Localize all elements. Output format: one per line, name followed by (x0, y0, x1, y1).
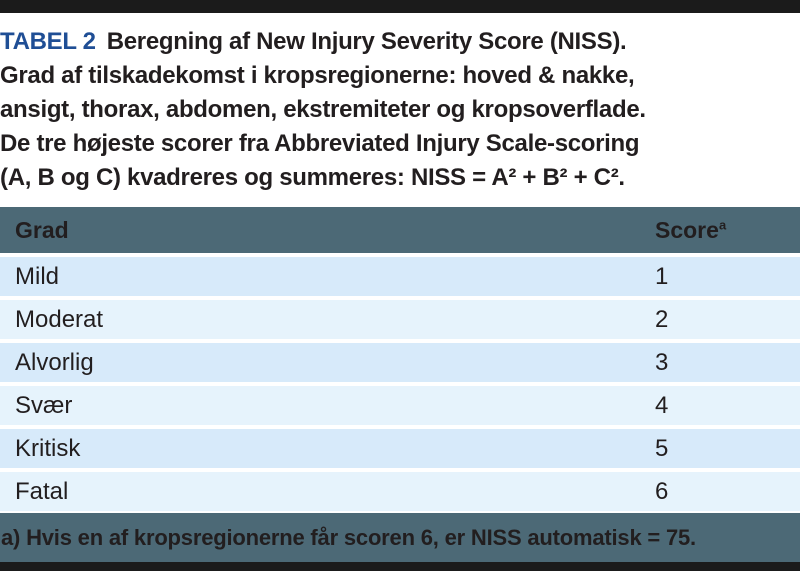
bottom-border-bar (0, 562, 800, 571)
table-caption: TABEL 2 Beregning af New Injury Severity … (0, 13, 800, 195)
caption-line-5: (A, B og C) kvadreres og summeres: NISS … (0, 164, 625, 191)
caption-line-4: De tre højeste scorer fra Abbreviated In… (0, 130, 640, 157)
grad-cell: Moderat (15, 305, 104, 333)
grad-cell: Kritisk (15, 434, 81, 462)
table-row: Mild 1 (0, 257, 800, 296)
table-row: Moderat 2 (0, 300, 800, 339)
table-row: Alvorlig 3 (0, 343, 800, 382)
score-header-text: Score (655, 216, 719, 243)
grad-cell: Fatal (15, 477, 69, 505)
score-cell: 6 (655, 477, 669, 505)
column-header-grad: Grad (15, 216, 69, 243)
table-row: Kritisk 5 (0, 429, 800, 468)
score-cell: 1 (655, 262, 669, 290)
score-footnote-marker: a (718, 216, 727, 232)
table-row: Fatal 6 (0, 472, 800, 511)
table-body: Mild 1 Moderat 2 Alvorlig 3 Svær 4 Kriti… (0, 257, 800, 511)
top-border-bar (0, 0, 800, 13)
score-cell: 3 (655, 348, 669, 376)
caption-line-3: ansigt, thorax, abdomen, ekstremiteter o… (0, 96, 646, 123)
caption-line-2: Grad af tilskadekomst i kropsregionerne:… (0, 62, 635, 89)
table-footnote: a) Hvis en af kropsregionerne får scoren… (0, 513, 800, 562)
table-header-row: Grad Scorea (0, 207, 800, 253)
caption-line-1: TABEL 2 Beregning af New Injury Severity … (0, 25, 800, 59)
grad-cell: Mild (15, 262, 60, 290)
score-cell: 2 (655, 305, 669, 333)
table-row: Svær 4 (0, 386, 800, 425)
score-cell: 4 (655, 391, 669, 419)
grad-cell: Alvorlig (15, 348, 94, 376)
score-cell: 5 (655, 434, 669, 462)
niss-severity-table: Grad Scorea Mild 1 Moderat 2 Alvorlig 3 … (0, 207, 800, 511)
grad-cell: Svær (15, 391, 73, 419)
caption-title-text: Beregning af New Injury Severity Score (… (106, 28, 627, 55)
table-number-label: TABEL 2 (0, 28, 96, 55)
column-header-score: Scorea (655, 217, 800, 244)
